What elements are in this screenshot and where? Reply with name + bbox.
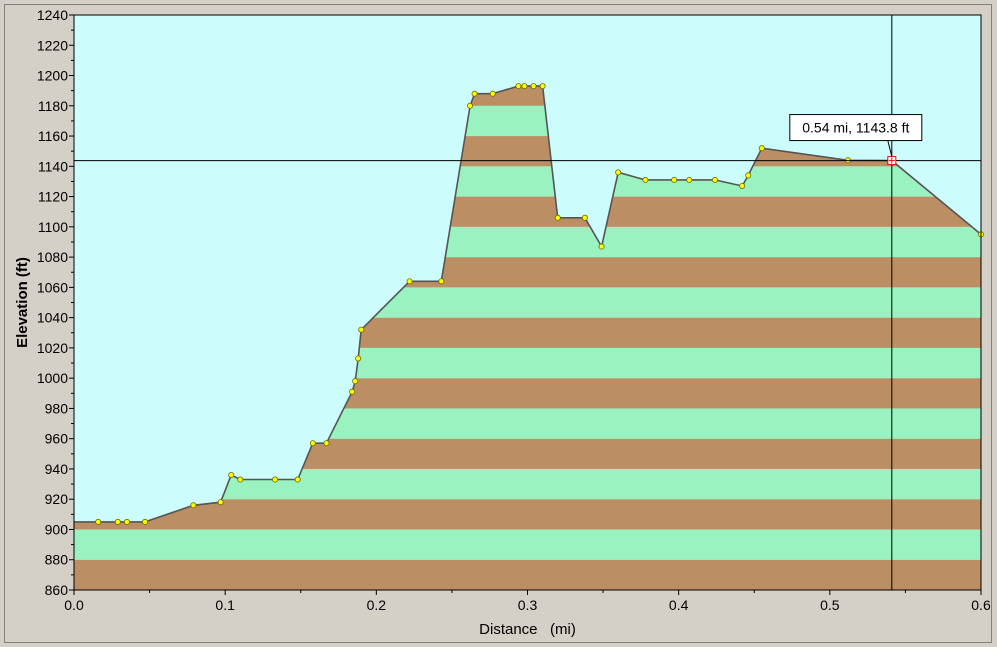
cursor-readout-leader [887,140,893,157]
y-tick-label: 1180 [38,98,68,114]
y-tick-label: 920 [45,491,69,507]
data-point[interactable] [237,476,244,483]
data-point[interactable] [758,145,765,152]
y-tick-label: 900 [45,521,69,537]
y-tick-label: 1220 [37,37,68,53]
y-tick-label: 1080 [37,249,68,265]
data-point[interactable] [686,176,693,183]
x-tick-label: 0.3 [518,597,538,613]
data-point[interactable] [515,83,522,90]
y-tick-label: 960 [45,431,69,447]
x-tick-label: 0.6 [971,597,991,613]
data-point[interactable] [95,518,102,525]
x-tick-label: 0.5 [820,597,840,613]
data-point[interactable] [467,102,474,109]
y-tick-label: 1100 [38,219,68,235]
y-tick-label: 1040 [37,310,68,326]
data-point[interactable] [323,440,330,447]
data-point[interactable] [349,388,356,395]
elevation-band [74,499,981,530]
x-tick-label: 0.0 [64,597,84,613]
data-point[interactable] [530,83,537,90]
y-tick-label: 1200 [37,68,68,84]
y-tick-label: 1120 [38,189,68,205]
x-tick-label: 0.2 [367,597,387,613]
data-point[interactable] [745,172,752,179]
elevation-band [74,529,981,560]
y-tick-label: 880 [45,552,69,568]
cursor-readout-box [789,114,923,142]
chart-border [4,4,992,643]
cursor-readout-text: 0.54 mi, 1143.8 ft [802,120,909,136]
data-point[interactable] [352,378,359,385]
y-tick-label: 1140 [38,158,68,174]
x-tick-label: 0.1 [215,597,235,613]
data-point[interactable] [554,214,561,221]
data-point[interactable] [217,499,224,506]
data-point[interactable] [615,169,622,176]
data-point[interactable] [711,176,718,183]
y-tick-label: 1020 [37,340,68,356]
data-point[interactable] [581,214,588,221]
data-point[interactable] [471,90,478,97]
elevation-profile-line [74,85,982,523]
y-tick-label: 980 [45,400,69,416]
data-point[interactable] [272,476,279,483]
y-tick-label: 1000 [37,370,68,386]
data-point[interactable] [406,278,413,285]
sky-region [74,15,981,522]
elevation-band [74,559,981,590]
y-axis: 860 880 900 920 940 960 980 1000 1020 1040 1060 108… [37,7,74,598]
data-point[interactable] [358,326,365,333]
data-point[interactable] [521,83,528,90]
y-tick-label: 860 [45,582,69,598]
y-tick-label: 1060 [37,279,68,295]
data-point[interactable] [642,176,649,183]
data-point[interactable] [142,518,149,525]
data-point[interactable] [598,243,605,250]
data-point[interactable] [355,355,362,362]
data-point[interactable] [294,476,301,483]
data-point[interactable] [671,176,678,183]
y-tick-label: 940 [45,461,69,477]
data-point[interactable] [438,278,445,285]
data-point[interactable] [489,90,496,97]
data-point[interactable] [123,518,130,525]
x-axis-label: Distance (mi) [479,621,576,638]
data-point[interactable] [228,471,235,478]
data-point[interactable] [309,440,316,447]
y-tick-label: 1160 [38,128,68,144]
data-point[interactable] [114,518,121,525]
data-point[interactable] [739,182,746,189]
y-tick-label: 1240 [37,7,68,23]
crosshair-cursor: 0.54 mi, 1143.8 ft [74,15,981,590]
x-axis: 0.0 0.1 0.2 0.3 0.4 0.5 0.6 [64,590,991,613]
data-point[interactable] [539,83,546,90]
x-tick-label: 0.4 [669,597,689,613]
data-point[interactable] [190,502,197,509]
y-axis-label: Elevation (ft) [14,257,31,348]
